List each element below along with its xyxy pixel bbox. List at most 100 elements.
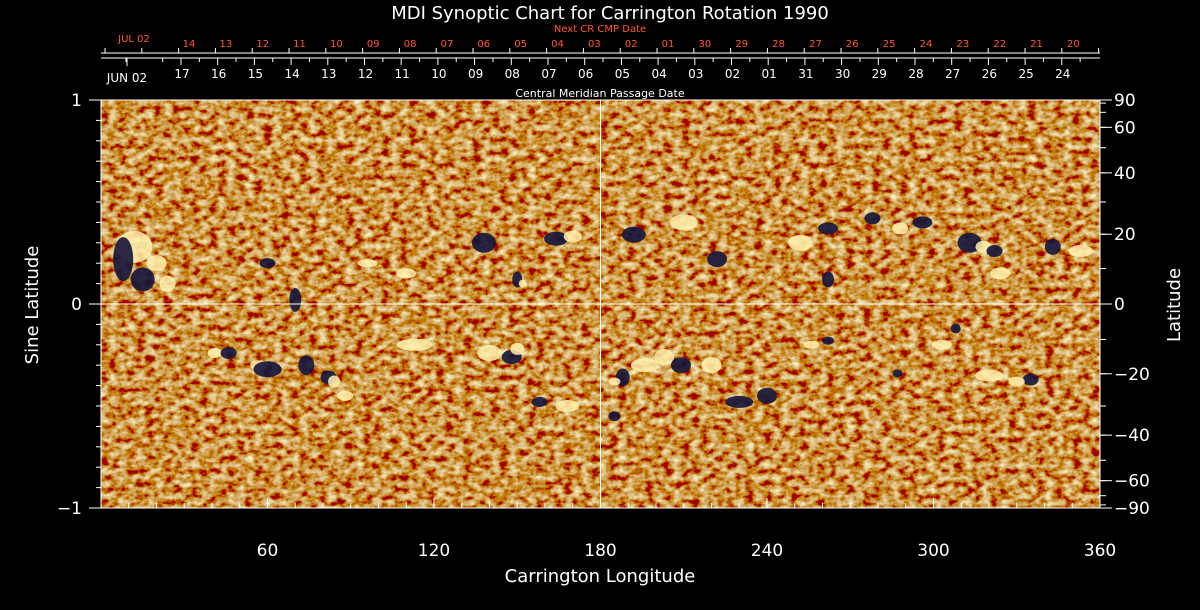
negative-flux-patch <box>253 361 282 378</box>
positive-flux-patch <box>207 347 222 358</box>
positive-flux-patch <box>337 390 354 401</box>
cmp-axis-ticks: 17 16 15 14 13 12 11 10 09 08 07 06 05 04 03 02 01 31 30 29… <box>101 57 1100 81</box>
positive-flux-patch <box>931 339 952 350</box>
next-cr-start-label: JUL 02 <box>117 34 150 45</box>
negative-flux-patch <box>757 387 777 404</box>
next-cr-date-label: 03 <box>588 39 601 50</box>
positive-flux-patch <box>975 369 1003 382</box>
x-tick-label: 360 <box>1084 541 1116 561</box>
next-cr-date-label: 05 <box>514 39 527 50</box>
next-cr-date-label: 06 <box>477 39 490 50</box>
positive-flux-patch <box>669 214 698 231</box>
negative-flux-patch <box>950 323 961 334</box>
next-cr-date-label: 25 <box>883 39 896 50</box>
cmp-axis-label: Central Meridian Passage Date <box>515 87 684 100</box>
positive-flux-patch <box>630 358 659 373</box>
next-cr-date-label: 29 <box>735 39 748 50</box>
next-cr-date-label: 10 <box>330 39 343 50</box>
negative-flux-patch <box>986 244 1003 257</box>
cmp-date-label: 17 <box>174 67 189 81</box>
negative-flux-patch <box>670 357 691 374</box>
negative-flux-patch <box>220 346 237 359</box>
positive-flux-patch <box>396 338 433 351</box>
cmp-date-label: 25 <box>1018 67 1033 81</box>
y-right-axis-ticks: 90 60 40 20 0 −20 −40 −60 −90 <box>1100 91 1150 519</box>
negative-flux-patch <box>544 231 569 246</box>
chart-title: MDI Synoptic Chart for Carrington Rotati… <box>391 3 829 24</box>
next-cr-axis-label: Next CR CMP Date <box>554 24 646 35</box>
cmp-date-label: 30 <box>835 67 850 81</box>
cmp-date-label: 10 <box>431 67 446 81</box>
cmp-date-label: 16 <box>211 67 226 81</box>
y-left-tick-label: −1 <box>57 499 82 519</box>
negative-flux-patch <box>707 251 728 268</box>
y-left-axis-label: Sine Latitude <box>22 246 43 365</box>
x-tick-label: 60 <box>257 541 279 561</box>
next-cr-date-label: 09 <box>367 39 380 50</box>
next-cr-date-label: 26 <box>846 39 859 50</box>
x-tick-label: 180 <box>584 541 616 561</box>
positive-flux-patch <box>892 222 909 235</box>
negative-flux-patch <box>531 396 548 407</box>
negative-flux-patch <box>608 411 621 422</box>
cmp-date-label: 09 <box>468 67 483 81</box>
next-cr-date-label: 04 <box>551 39 564 50</box>
negative-flux-patch <box>289 287 302 312</box>
cmp-date-label: 27 <box>945 67 960 81</box>
positive-flux-patch <box>654 349 675 366</box>
positive-flux-patch <box>159 275 176 292</box>
x-tick-label: 240 <box>751 541 783 561</box>
cmp-date-label: 15 <box>248 67 263 81</box>
next-cr-date-label: 12 <box>256 39 269 50</box>
negative-flux-patch <box>298 355 315 376</box>
positive-flux-patch <box>1068 244 1093 257</box>
y-right-tick-label: 0 <box>1114 295 1125 315</box>
next-cr-date-label: 24 <box>920 39 933 50</box>
y-right-tick-label: 40 <box>1114 164 1136 184</box>
cmp-date-label: 04 <box>651 67 666 81</box>
y-right-axis-label: Latitude <box>1164 268 1185 342</box>
cmp-date-label: 31 <box>798 67 813 81</box>
positive-flux-patch <box>510 342 525 355</box>
negative-flux-patch <box>864 212 881 225</box>
crosshair <box>101 100 1100 508</box>
positive-flux-patch <box>803 340 820 349</box>
negative-flux-patch <box>113 237 134 282</box>
negative-flux-patch <box>1044 238 1061 255</box>
y-right-tick-label: 20 <box>1114 225 1136 245</box>
next-cr-date-label: 20 <box>1067 39 1080 50</box>
positive-flux-patch <box>608 377 621 386</box>
cmp-start-label: JUN 02 <box>106 71 147 85</box>
active-regions <box>113 212 1093 422</box>
y-right-tick-label: −90 <box>1114 499 1150 519</box>
cmp-date-label: 28 <box>908 67 923 81</box>
x-tick-label: 120 <box>418 541 450 561</box>
positive-flux-patch <box>518 279 527 288</box>
next-cr-date-label: 13 <box>219 39 232 50</box>
cmp-date-label: 01 <box>762 67 777 81</box>
negative-flux-patch <box>259 258 276 269</box>
next-cr-date-label: 27 <box>809 39 822 50</box>
next-cr-date-label: 14 <box>183 39 196 50</box>
positive-flux-patch <box>701 357 722 374</box>
cmp-date-label: 13 <box>321 67 336 81</box>
next-cr-date-label: 08 <box>404 39 417 50</box>
cmp-date-label: 12 <box>358 67 373 81</box>
cmp-date-label: 05 <box>615 67 630 81</box>
next-cr-date-label: 07 <box>441 39 454 50</box>
y-left-tick-label: 1 <box>71 91 82 111</box>
cmp-date-label: 08 <box>505 67 520 81</box>
cmp-date-label: 24 <box>1055 67 1070 81</box>
positive-flux-patch <box>396 268 417 279</box>
y-right-tick-label: −40 <box>1114 426 1150 446</box>
y-left-axis-ticks: 1 0 −1 <box>57 91 101 519</box>
negative-flux-patch <box>1022 373 1039 386</box>
negative-flux-patch <box>822 336 835 345</box>
cmp-date-label: 29 <box>872 67 887 81</box>
x-axis-ticks: 60 120 180 240 300 360 <box>128 498 1116 561</box>
positive-flux-patch <box>328 375 341 388</box>
negative-flux-patch <box>471 232 496 253</box>
cmp-date-label: 07 <box>541 67 556 81</box>
cmp-date-label: 02 <box>725 67 740 81</box>
